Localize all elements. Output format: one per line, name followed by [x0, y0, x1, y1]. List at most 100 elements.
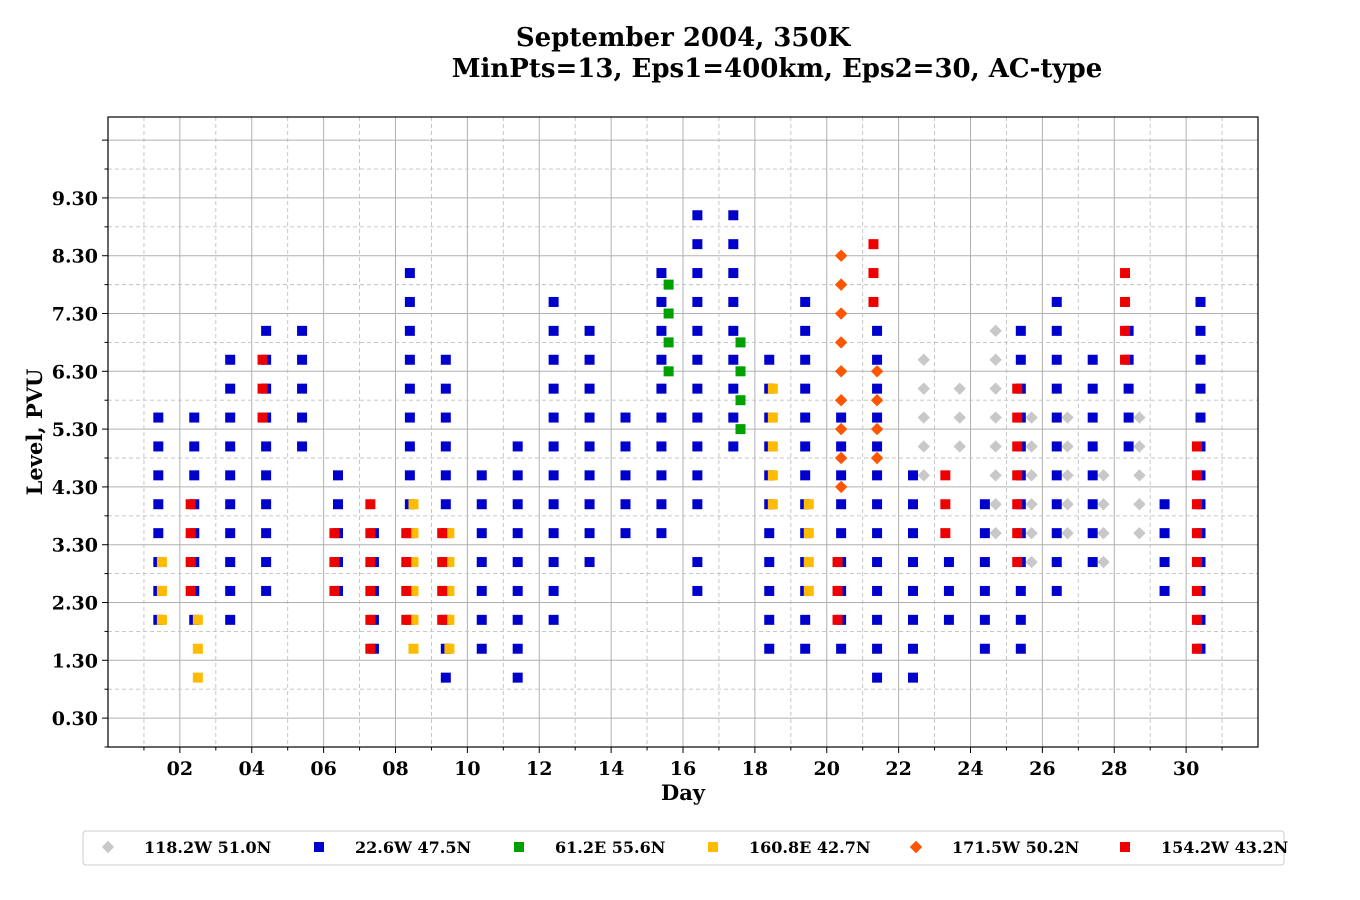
data-point — [800, 383, 811, 394]
data-point — [548, 499, 559, 510]
data-point — [437, 557, 448, 568]
x-tick-label: 06 — [310, 758, 336, 780]
data-point — [329, 557, 340, 568]
data-point — [1061, 469, 1074, 482]
legend-label: 160.8E 42.7N — [749, 838, 870, 857]
data-point — [225, 585, 236, 596]
data-point — [832, 585, 843, 596]
data-point — [620, 470, 631, 481]
data-point — [692, 325, 703, 336]
data-point — [735, 366, 746, 377]
data-point — [834, 365, 848, 378]
data-point — [297, 383, 308, 394]
data-point — [1120, 268, 1131, 279]
data-point — [767, 441, 778, 452]
data-point — [404, 383, 415, 394]
data-point — [872, 614, 883, 625]
data-point — [692, 296, 703, 307]
data-point — [989, 411, 1002, 424]
data-point — [156, 557, 167, 568]
data-point — [257, 383, 268, 394]
data-point — [663, 337, 674, 348]
y-tick-label: 6.30 — [52, 361, 98, 383]
data-point — [872, 672, 883, 683]
data-point — [257, 412, 268, 423]
data-point — [1051, 499, 1062, 510]
data-point — [185, 499, 196, 510]
data-point — [764, 585, 775, 596]
data-point — [440, 470, 451, 481]
data-point — [943, 585, 954, 596]
x-tick-label: 30 — [1173, 758, 1199, 780]
data-point — [917, 382, 930, 395]
data-point — [979, 643, 990, 654]
data-point — [1012, 441, 1023, 452]
data-point — [440, 412, 451, 423]
data-point — [872, 412, 883, 423]
data-point — [1061, 440, 1074, 453]
legend-marker — [101, 840, 115, 854]
data-point — [401, 614, 412, 625]
data-point — [225, 383, 236, 394]
data-point — [868, 296, 879, 307]
data-point — [1012, 528, 1023, 539]
x-tick-label: 08 — [382, 758, 408, 780]
data-point — [476, 585, 487, 596]
x-tick-label: 24 — [957, 758, 983, 780]
data-point — [437, 585, 448, 596]
data-point — [656, 412, 667, 423]
data-point — [1015, 585, 1026, 596]
x-tick-label: 10 — [454, 758, 480, 780]
data-point — [440, 499, 451, 510]
data-point — [440, 672, 451, 683]
data-point — [692, 557, 703, 568]
data-point — [692, 268, 703, 279]
series-group — [185, 239, 1202, 654]
data-point — [548, 441, 559, 452]
data-point — [185, 585, 196, 596]
data-point — [476, 499, 487, 510]
data-point — [1191, 441, 1202, 452]
data-point — [1191, 470, 1202, 481]
legend-label: 171.5W 50.2N — [952, 838, 1079, 857]
data-point — [333, 470, 343, 481]
data-point — [735, 395, 746, 406]
data-point — [365, 499, 376, 510]
data-point — [1191, 528, 1202, 539]
data-point — [512, 528, 523, 539]
data-point — [663, 366, 674, 377]
data-point — [329, 528, 340, 539]
data-point — [153, 470, 164, 481]
data-point — [908, 557, 918, 568]
data-point — [943, 557, 954, 568]
x-tick-label: 12 — [526, 758, 552, 780]
data-point — [512, 470, 523, 481]
data-point — [979, 614, 990, 625]
data-point — [584, 557, 595, 568]
data-point — [1195, 296, 1206, 307]
legend-marker — [909, 840, 923, 854]
data-point — [261, 325, 272, 336]
data-point — [1191, 499, 1202, 510]
data-point — [803, 585, 814, 596]
data-point — [764, 557, 775, 568]
data-point — [261, 499, 272, 510]
data-point — [225, 557, 236, 568]
data-point — [800, 470, 811, 481]
data-point — [692, 210, 703, 221]
data-point — [225, 412, 236, 423]
data-point — [692, 239, 703, 250]
data-point — [1120, 296, 1131, 307]
data-point — [908, 643, 918, 654]
data-point — [1012, 499, 1023, 510]
data-point — [656, 383, 667, 394]
data-point — [1133, 411, 1146, 424]
data-point — [225, 441, 236, 452]
data-point — [872, 557, 883, 568]
data-point — [548, 296, 559, 307]
data-points — [153, 210, 1206, 683]
data-point — [444, 643, 455, 654]
grid-lines — [108, 117, 1258, 748]
data-point — [800, 441, 811, 452]
data-point — [728, 210, 739, 221]
